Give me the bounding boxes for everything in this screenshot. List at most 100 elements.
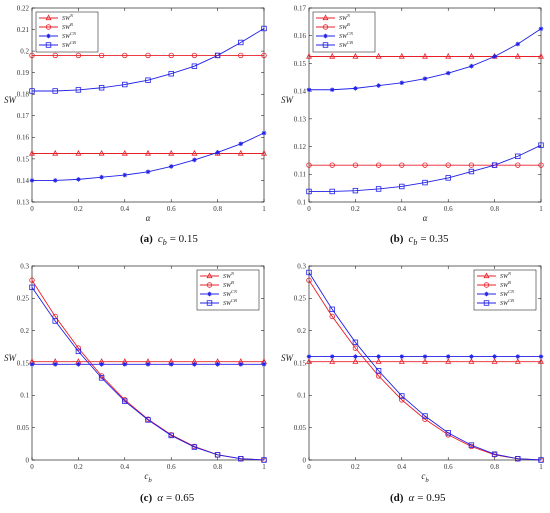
- legend-entry-label: SWCN: [500, 289, 515, 298]
- y-tick-label: 0.1: [297, 198, 306, 206]
- data-point-marker: [29, 284, 35, 291]
- series-sw-cn: [306, 26, 544, 93]
- data-point-marker: [238, 361, 244, 367]
- x-tick-label: 0.8: [490, 463, 499, 471]
- y-tick-label: 0.25: [17, 295, 30, 303]
- data-point-marker: [122, 52, 128, 59]
- data-point-marker: [469, 63, 474, 69]
- caption-letter: (d): [390, 492, 404, 504]
- x-tick-label: 0.8: [213, 463, 222, 471]
- y-tick-label: 0.3: [20, 262, 29, 270]
- data-point-marker: [306, 188, 312, 195]
- data-point-marker: [422, 52, 428, 59]
- data-point-marker: [75, 52, 82, 59]
- series-line: [308, 272, 542, 461]
- data-point-marker: [445, 52, 452, 59]
- data-point-marker: [538, 354, 544, 359]
- y-tick-label: 0: [303, 456, 307, 464]
- data-point-marker: [376, 83, 381, 88]
- y-tick-label: 0.05: [294, 424, 307, 432]
- data-point-marker: [145, 149, 151, 156]
- data-point-marker: [352, 187, 359, 194]
- caption-letter: (b): [390, 233, 404, 245]
- legend-entry-label: SWCB: [339, 40, 353, 49]
- x-axis-label: cb: [421, 471, 429, 484]
- x-tick-label: 0: [30, 463, 34, 471]
- data-point-marker: [52, 318, 58, 324]
- data-point-marker: [145, 361, 151, 367]
- series-line: [31, 287, 265, 461]
- series-sw-b: [29, 52, 267, 59]
- data-point-marker: [192, 361, 197, 367]
- data-point-marker: [237, 149, 244, 156]
- data-point-marker: [375, 368, 382, 374]
- legend-marker: [322, 14, 329, 21]
- data-point-marker: [422, 354, 428, 359]
- data-point-marker: [468, 358, 475, 364]
- data-point-marker: [399, 393, 405, 399]
- data-point-marker: [75, 348, 82, 355]
- data-point-marker: [399, 354, 405, 359]
- series-line: [32, 28, 265, 92]
- data-point-marker: [214, 452, 221, 458]
- y-tick-label: 0.1: [20, 392, 29, 400]
- x-tick-label: 0.2: [351, 463, 360, 471]
- data-point-marker: [98, 52, 105, 59]
- y-tick-label: 0.2: [20, 327, 29, 335]
- caption-subscript: b: [163, 238, 167, 247]
- data-point-marker: [353, 86, 358, 91]
- legend-marker: [45, 42, 52, 48]
- data-point-marker: [75, 149, 82, 156]
- x-tick-label: 0.2: [74, 205, 83, 213]
- data-point-marker: [352, 52, 359, 59]
- data-point-marker: [352, 339, 359, 346]
- x-tick-label: 1: [539, 205, 543, 213]
- x-axis-label: α: [423, 213, 428, 223]
- data-point-marker: [99, 361, 104, 367]
- data-point-marker: [76, 361, 81, 367]
- data-point-marker: [99, 174, 104, 180]
- data-point-marker: [238, 39, 244, 46]
- x-tick-label: 1: [262, 205, 266, 213]
- data-point-marker: [468, 168, 475, 175]
- data-point-marker: [168, 52, 174, 59]
- legend-marker: [206, 300, 213, 306]
- y-tick-label: 0.18: [17, 91, 30, 99]
- data-point-marker: [422, 162, 428, 168]
- data-point-marker: [261, 149, 267, 156]
- data-point-marker: [445, 70, 451, 76]
- caption-variable: α: [157, 492, 163, 504]
- x-axis-label: α: [146, 213, 151, 223]
- data-point-marker: [29, 361, 35, 367]
- y-tick-label: 0.19: [17, 69, 30, 77]
- data-point-marker: [329, 52, 336, 59]
- caption-value: = 0.15: [170, 233, 199, 245]
- data-point-marker: [375, 52, 382, 59]
- y-tick-label: 0.25: [294, 295, 307, 303]
- y-tick-label: 0.16: [294, 32, 307, 40]
- y-tick-label: 0.15: [294, 60, 307, 68]
- data-point-marker: [261, 130, 267, 136]
- data-point-marker: [329, 188, 335, 195]
- x-tick-label: 0: [307, 463, 311, 471]
- data-point-marker: [168, 164, 174, 169]
- data-point-marker: [215, 361, 220, 367]
- y-tick-label: 0.14: [17, 177, 30, 185]
- data-point-marker: [538, 26, 544, 32]
- data-point-marker: [538, 162, 544, 168]
- data-point-marker: [306, 358, 312, 364]
- data-point-marker: [422, 76, 428, 81]
- data-point-marker: [445, 162, 451, 168]
- data-point-marker: [98, 85, 105, 91]
- data-point-marker: [168, 149, 175, 156]
- data-point-marker: [52, 88, 58, 94]
- data-point-marker: [261, 457, 267, 463]
- y-tick-label: 0.21: [17, 26, 30, 34]
- chart-panel-b: 0 0.2 0.4 0.6 0.8 1 0.1 0.11 0.12 0.13 0.14 0.15 0.1…: [281, 4, 544, 247]
- y-tick-label: 0.15: [17, 359, 30, 367]
- data-point-marker: [445, 430, 451, 436]
- data-point-marker: [306, 52, 312, 59]
- y-tick-label: 0.2: [20, 48, 29, 56]
